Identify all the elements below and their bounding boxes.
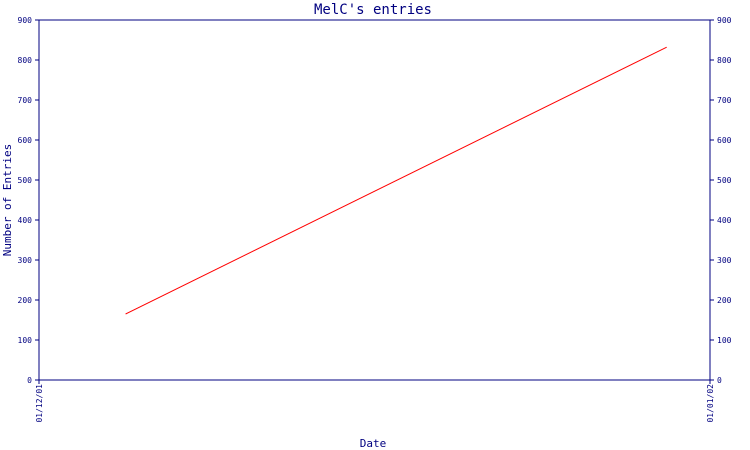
y-tick-label-right: 400 <box>717 216 732 225</box>
y-tick-label-right: 800 <box>717 56 732 65</box>
y-tick-label-left: 200 <box>18 296 33 305</box>
x-axis-label: Date <box>360 437 387 450</box>
y-tick-label-left: 400 <box>18 216 33 225</box>
x-axis: 01/12/01 01/01/02 <box>35 380 715 423</box>
x-tick-label: 01/12/01 <box>35 384 44 423</box>
series-layer <box>125 46 667 315</box>
plot-frame <box>38 19 711 381</box>
y-tick-label-left: 600 <box>18 136 33 145</box>
y-tick-label-left: 100 <box>18 336 33 345</box>
series-line <box>125 46 667 315</box>
y-tick-label-left: 700 <box>18 96 33 105</box>
y-tick-label-left: 900 <box>18 16 33 25</box>
y-tick-label-right: 700 <box>717 96 732 105</box>
y-tick-label-left: 500 <box>18 176 33 185</box>
y-tick-label-right: 200 <box>717 296 732 305</box>
y-axis-label: Number of Entries <box>1 144 14 257</box>
y-tick-label-right: 900 <box>717 16 732 25</box>
chart-title: MelC's entries <box>314 2 432 18</box>
y-tick-label-right: 600 <box>717 136 732 145</box>
y-tick-label-left: 800 <box>18 56 33 65</box>
y-tick-label-right: 300 <box>717 256 732 265</box>
y-axis-right: 0 100 200 300 400 500 600 700 800 900 <box>710 16 732 385</box>
x-tick-label: 01/01/02 <box>706 384 715 423</box>
y-tick-label-right: 100 <box>717 336 732 345</box>
y-tick-label-right: 0 <box>717 376 722 385</box>
y-tick-label-left: 0 <box>27 376 32 385</box>
y-axis-left: 0 100 200 300 400 500 600 700 800 900 <box>18 16 39 385</box>
y-tick-label-left: 300 <box>18 256 33 265</box>
y-tick-label-right: 500 <box>717 176 732 185</box>
